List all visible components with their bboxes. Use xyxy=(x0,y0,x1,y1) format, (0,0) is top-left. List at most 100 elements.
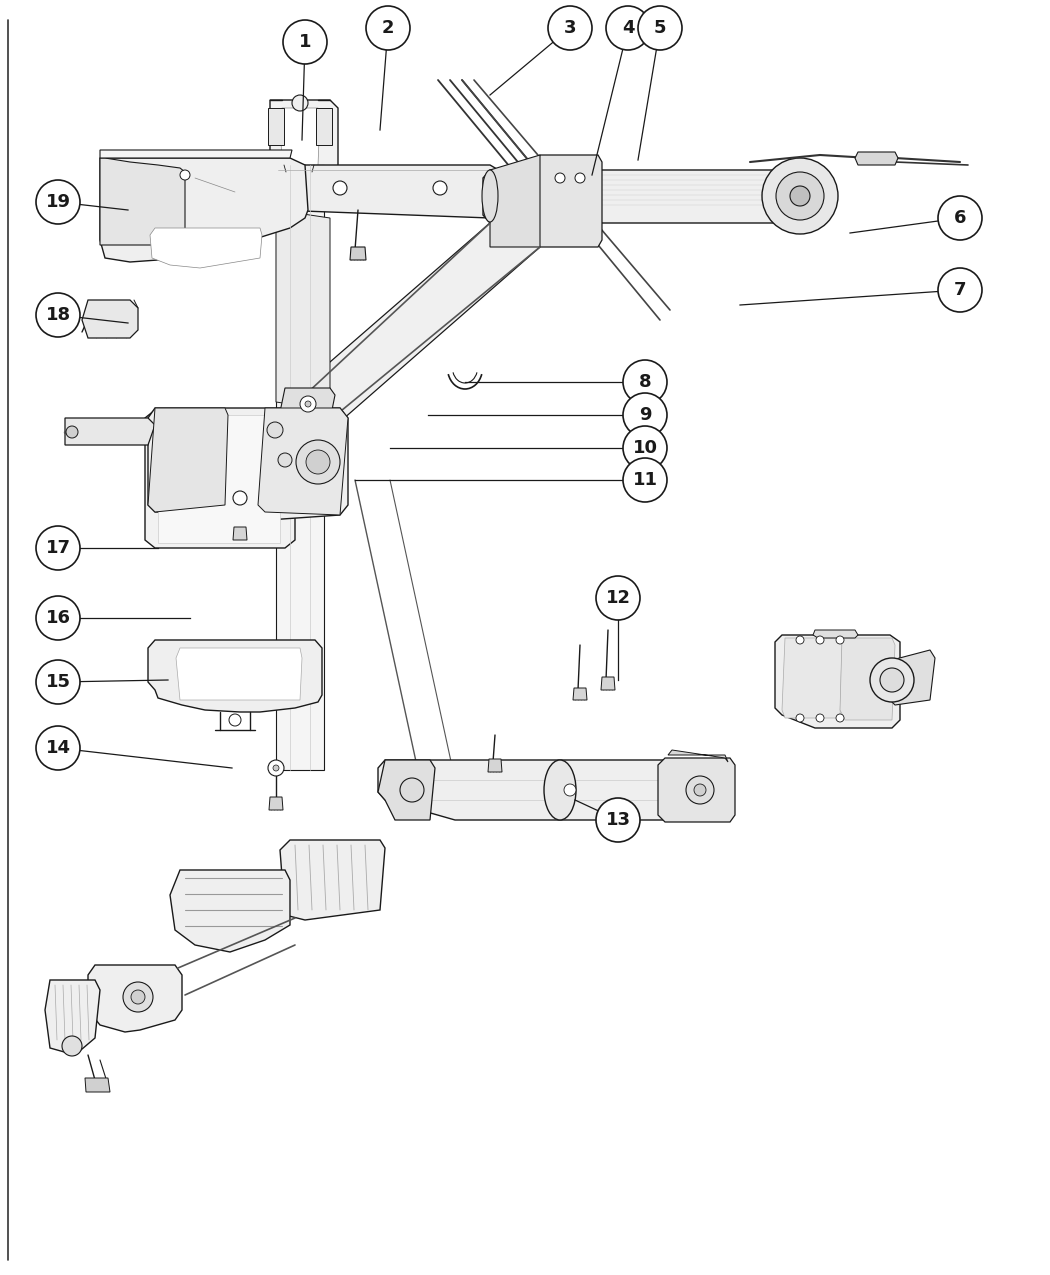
Circle shape xyxy=(180,170,190,180)
Text: 16: 16 xyxy=(45,609,70,627)
Text: 15: 15 xyxy=(45,673,70,691)
Polygon shape xyxy=(148,640,322,711)
Polygon shape xyxy=(269,797,284,810)
Polygon shape xyxy=(280,388,335,419)
Circle shape xyxy=(606,6,650,50)
Text: 4: 4 xyxy=(622,19,634,37)
Text: 18: 18 xyxy=(45,306,70,324)
Text: 1: 1 xyxy=(299,33,311,51)
Ellipse shape xyxy=(544,760,576,820)
Polygon shape xyxy=(145,411,295,548)
Text: 13: 13 xyxy=(606,811,630,829)
Circle shape xyxy=(400,778,424,802)
Polygon shape xyxy=(573,688,587,700)
Text: 7: 7 xyxy=(953,280,966,300)
Circle shape xyxy=(796,714,804,722)
Circle shape xyxy=(123,982,153,1012)
Polygon shape xyxy=(350,247,366,260)
Circle shape xyxy=(596,576,640,620)
Circle shape xyxy=(62,1037,82,1056)
Circle shape xyxy=(816,636,824,644)
Circle shape xyxy=(433,181,447,195)
Polygon shape xyxy=(258,408,348,515)
Polygon shape xyxy=(316,108,332,145)
Circle shape xyxy=(300,397,316,412)
Text: 17: 17 xyxy=(45,539,70,557)
Circle shape xyxy=(278,453,292,467)
Ellipse shape xyxy=(482,170,498,222)
Circle shape xyxy=(229,714,242,725)
Circle shape xyxy=(596,798,640,842)
Circle shape xyxy=(268,760,284,776)
Circle shape xyxy=(36,527,80,570)
Circle shape xyxy=(66,426,78,439)
Circle shape xyxy=(366,6,410,50)
Polygon shape xyxy=(100,150,292,158)
Polygon shape xyxy=(82,300,138,338)
Polygon shape xyxy=(158,414,280,543)
Polygon shape xyxy=(148,408,348,520)
Text: 6: 6 xyxy=(953,209,966,227)
Polygon shape xyxy=(45,980,100,1054)
Circle shape xyxy=(333,181,347,195)
Polygon shape xyxy=(280,840,385,921)
Polygon shape xyxy=(268,108,284,145)
Polygon shape xyxy=(658,759,735,822)
Circle shape xyxy=(816,714,824,722)
Circle shape xyxy=(938,196,982,240)
Polygon shape xyxy=(276,164,324,770)
Circle shape xyxy=(686,776,714,805)
Circle shape xyxy=(306,450,330,474)
Text: 10: 10 xyxy=(632,439,657,456)
Text: 3: 3 xyxy=(564,19,576,37)
Polygon shape xyxy=(233,527,247,541)
Circle shape xyxy=(292,96,308,111)
Polygon shape xyxy=(488,759,502,771)
Circle shape xyxy=(36,293,80,337)
Circle shape xyxy=(131,989,145,1003)
Polygon shape xyxy=(85,1077,110,1091)
Circle shape xyxy=(938,268,982,312)
Circle shape xyxy=(870,658,914,703)
Polygon shape xyxy=(270,99,338,178)
Polygon shape xyxy=(378,760,690,820)
Circle shape xyxy=(36,180,80,224)
Text: 9: 9 xyxy=(638,405,651,425)
Circle shape xyxy=(623,393,667,437)
Circle shape xyxy=(836,636,844,644)
Text: 8: 8 xyxy=(638,374,651,391)
Polygon shape xyxy=(490,156,540,247)
Text: 2: 2 xyxy=(382,19,394,37)
Circle shape xyxy=(638,6,682,50)
Circle shape xyxy=(548,6,592,50)
Text: 19: 19 xyxy=(45,193,70,210)
Circle shape xyxy=(273,765,279,771)
Circle shape xyxy=(623,360,667,404)
Polygon shape xyxy=(890,650,934,705)
Polygon shape xyxy=(276,164,502,218)
Circle shape xyxy=(304,402,311,407)
Polygon shape xyxy=(100,158,308,261)
Polygon shape xyxy=(65,418,155,445)
Circle shape xyxy=(564,784,576,796)
Circle shape xyxy=(790,186,810,207)
Polygon shape xyxy=(775,635,900,728)
Circle shape xyxy=(284,20,327,64)
Polygon shape xyxy=(855,152,898,164)
Circle shape xyxy=(880,668,904,692)
Circle shape xyxy=(36,725,80,770)
Text: 5: 5 xyxy=(654,19,667,37)
Polygon shape xyxy=(280,108,320,170)
Polygon shape xyxy=(276,210,330,411)
Polygon shape xyxy=(88,965,182,1031)
Text: 12: 12 xyxy=(606,589,630,607)
Circle shape xyxy=(694,784,706,796)
Polygon shape xyxy=(537,156,602,247)
Polygon shape xyxy=(100,158,185,245)
Circle shape xyxy=(36,595,80,640)
Circle shape xyxy=(36,660,80,704)
Polygon shape xyxy=(782,638,842,718)
Circle shape xyxy=(267,422,284,439)
Polygon shape xyxy=(813,630,858,638)
Polygon shape xyxy=(601,677,615,690)
